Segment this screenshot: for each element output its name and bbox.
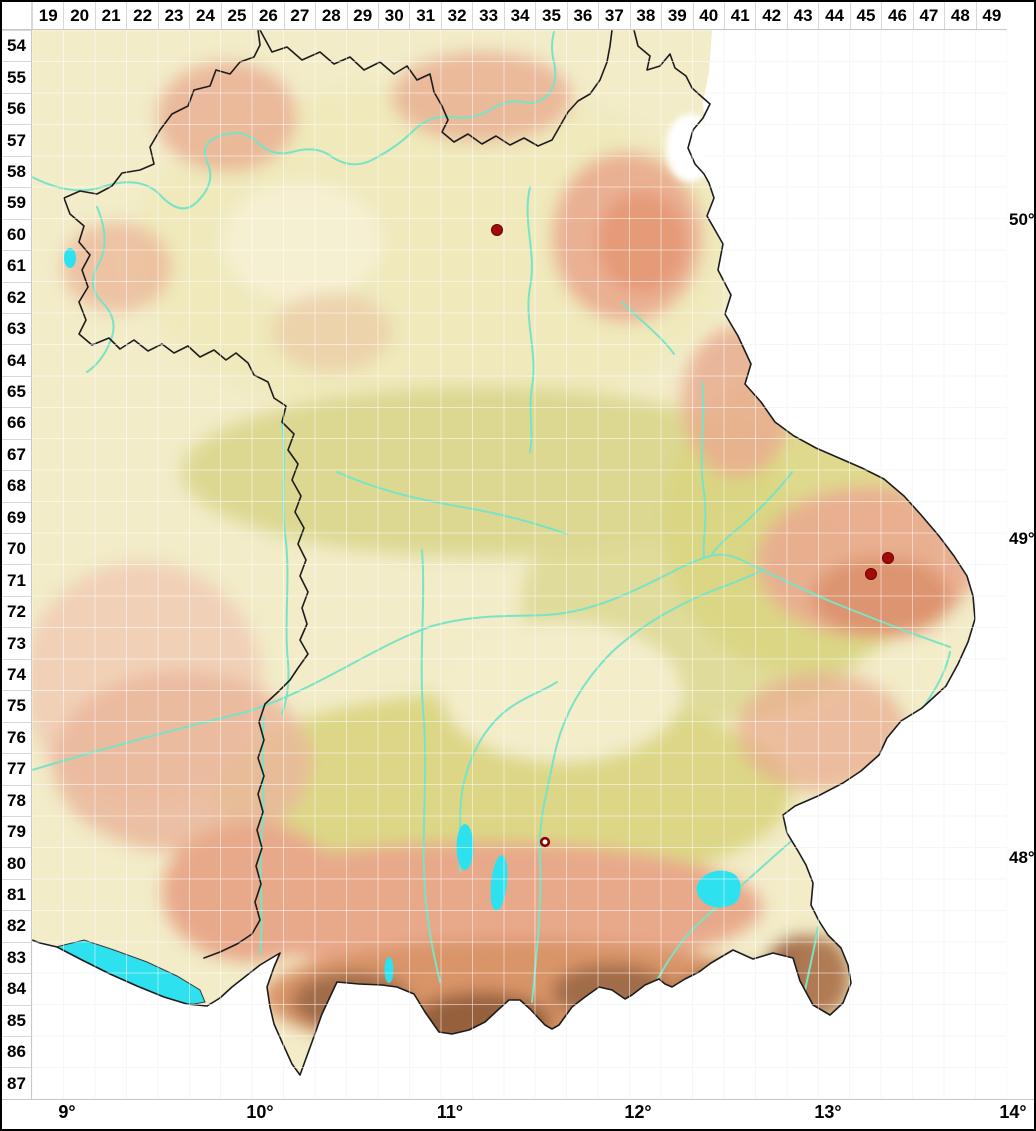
white-pocket xyxy=(666,114,714,182)
grid-row-label: 60 xyxy=(2,218,31,250)
occurrence-markers xyxy=(491,224,894,848)
grid-row-label: 65 xyxy=(2,375,31,407)
grid-column-label: 36 xyxy=(566,2,598,29)
grid-row-label: 79 xyxy=(2,815,31,847)
longitude-axis: 9° 10° 11° 12° 13° 14° xyxy=(2,1099,1034,1129)
grid-row-label: 68 xyxy=(2,470,31,501)
latitude-label: 49° xyxy=(1009,529,1035,548)
header-corner xyxy=(2,2,32,30)
grid-row-label: 54 xyxy=(2,30,31,61)
grid-row-label: 61 xyxy=(2,250,31,281)
grid-row-label: 77 xyxy=(2,753,31,784)
grid-row-label: 56 xyxy=(2,92,31,124)
grid-column-label: 25 xyxy=(220,2,252,29)
latitude-axis: 50° 49° 48° xyxy=(1007,30,1034,1099)
longitude-label: 14° xyxy=(999,1102,1027,1122)
grid-column-label: 48 xyxy=(944,2,975,29)
grid-column-label: 44 xyxy=(818,2,849,29)
longitude-label: 9° xyxy=(58,1102,76,1122)
grid-row-label: 81 xyxy=(2,878,31,910)
grid-column-label: 19 xyxy=(32,2,63,29)
grid-row-label: 84 xyxy=(2,973,31,1004)
grid-row-label: 76 xyxy=(2,721,31,753)
grid-row-label: 55 xyxy=(2,61,31,92)
latitude-label: 50° xyxy=(1009,210,1035,229)
grid-column-label: 24 xyxy=(189,2,220,29)
grid-column-label: 49 xyxy=(975,2,1007,29)
grid-column-label: 21 xyxy=(94,2,126,29)
grid-row-label: 85 xyxy=(2,1004,31,1036)
lake-chiemsee xyxy=(696,870,741,908)
lake-starnberger-see xyxy=(490,855,508,911)
grid-row-label: 69 xyxy=(2,501,31,533)
map-area xyxy=(32,30,1007,1099)
grid-row-label: 59 xyxy=(2,187,31,218)
grid-row-label: 75 xyxy=(2,690,31,721)
grid-row-label: 62 xyxy=(2,281,31,313)
grid-row-label: 67 xyxy=(2,438,31,470)
grid-row-label: 87 xyxy=(2,1067,31,1098)
small-lake-west xyxy=(64,248,76,268)
grid-column-label: 20 xyxy=(63,2,94,29)
grid-column-label: 42 xyxy=(755,2,786,29)
longitude-label: 10° xyxy=(246,1102,274,1122)
grid-row-label: 73 xyxy=(2,627,31,658)
grid-column-header: 19 20 21 22 23 24 25 26 27 28 29 30 31 32 33 34 35 36 37 38… xyxy=(32,2,1007,30)
grid-column-label: 22 xyxy=(126,2,157,29)
grid-column-label: 41 xyxy=(723,2,755,29)
occurrence-dot-filled xyxy=(491,224,503,236)
latitude-label: 48° xyxy=(1009,848,1035,867)
grid-row-label: 63 xyxy=(2,312,31,344)
bavaria-relief-map xyxy=(32,30,1007,1099)
grid-column-label: 40 xyxy=(692,2,724,29)
grid-column-label: 33 xyxy=(472,2,503,29)
grid-column-label: 47 xyxy=(912,2,944,29)
grid-column-label: 37 xyxy=(598,2,629,29)
grid-column-label: 46 xyxy=(881,2,912,29)
lake-forggensee xyxy=(384,957,394,983)
grid-column-label: 31 xyxy=(409,2,440,29)
grid-column-label: 28 xyxy=(315,2,346,29)
grid-column-label: 43 xyxy=(786,2,818,29)
grid-column-label: 32 xyxy=(440,2,472,29)
grid-column-label: 39 xyxy=(661,2,692,29)
longitude-label: 12° xyxy=(624,1102,652,1122)
grid-row-header: 54 55 56 57 58 59 60 61 62 63 64 65 66 67 68 69 70 71 72 73… xyxy=(2,30,32,1099)
grid-column-label: 45 xyxy=(849,2,881,29)
longitude-label: 13° xyxy=(814,1102,842,1122)
grid-column-label: 29 xyxy=(346,2,378,29)
grid-column-label: 34 xyxy=(503,2,535,29)
occurrence-dot-open xyxy=(539,836,551,848)
grid-row-label: 64 xyxy=(2,344,31,375)
grid-row-label: 82 xyxy=(2,910,31,941)
grid-row-label: 74 xyxy=(2,658,31,690)
grid-row-label: 70 xyxy=(2,533,31,564)
grid-row-label: 83 xyxy=(2,941,31,973)
grid-row-label: 71 xyxy=(2,564,31,595)
grid-row-label: 66 xyxy=(2,407,31,438)
grid-row-label: 58 xyxy=(2,155,31,187)
grid-column-label: 30 xyxy=(377,2,409,29)
grid-row-label: 86 xyxy=(2,1036,31,1067)
grid-column-label: 23 xyxy=(157,2,189,29)
occurrence-dot-filled xyxy=(865,568,877,580)
grid-row-label: 80 xyxy=(2,847,31,878)
grid-row-label: 57 xyxy=(2,124,31,155)
grid-column-label: 26 xyxy=(252,2,283,29)
grid-column-label: 38 xyxy=(629,2,661,29)
grid-row-label: 72 xyxy=(2,595,31,627)
occurrence-dot-filled xyxy=(882,552,894,564)
grid-column-label: 27 xyxy=(283,2,315,29)
grid-column-label: 35 xyxy=(535,2,566,29)
grid-row-label: 78 xyxy=(2,784,31,816)
grid-lines-over xyxy=(32,30,1007,1099)
longitude-label: 11° xyxy=(436,1102,464,1122)
